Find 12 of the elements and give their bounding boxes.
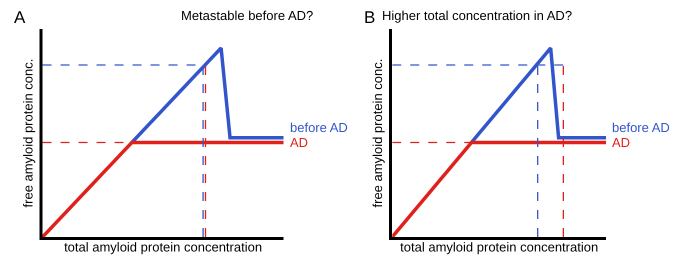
series-label: AD xyxy=(290,135,308,150)
series-label: before AD xyxy=(612,120,670,135)
y-axis-title: free amyloid protein conc. xyxy=(20,58,36,208)
chart-title: Metastable before AD? xyxy=(181,8,314,23)
series-label: before AD xyxy=(290,120,348,135)
x-axis-title: total amyloid protein concentration xyxy=(400,240,598,255)
text: A xyxy=(14,8,26,27)
chart-title: Higher total concentration in AD? xyxy=(382,8,572,23)
series-label: AD xyxy=(612,135,630,150)
y-axis-title: free amyloid protein conc. xyxy=(370,58,386,208)
x-axis-title: total amyloid protein concentration xyxy=(64,240,262,255)
text: B xyxy=(364,8,376,27)
